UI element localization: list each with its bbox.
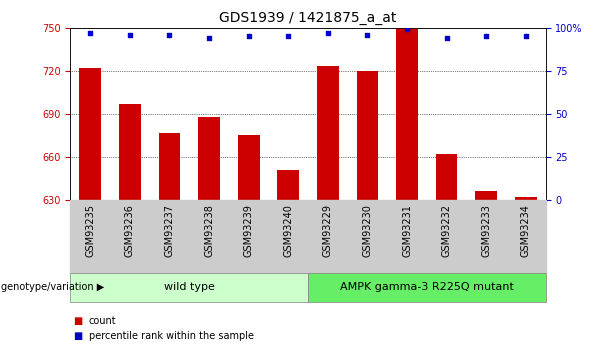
Text: ■: ■ [74, 316, 83, 326]
Point [323, 30, 333, 36]
Bar [515, 197, 536, 200]
Text: GSM93232: GSM93232 [441, 204, 452, 257]
Bar [119, 104, 141, 200]
Text: GSM93234: GSM93234 [521, 204, 531, 257]
Text: GSM93240: GSM93240 [283, 204, 293, 257]
Text: AMPK gamma-3 R225Q mutant: AMPK gamma-3 R225Q mutant [340, 282, 514, 292]
Point [244, 33, 254, 39]
Text: genotype/variation ▶: genotype/variation ▶ [1, 282, 104, 292]
Text: GSM93236: GSM93236 [125, 204, 135, 257]
Bar [436, 154, 457, 200]
Text: GSM93238: GSM93238 [204, 204, 214, 257]
Point [125, 32, 135, 37]
Title: GDS1939 / 1421875_a_at: GDS1939 / 1421875_a_at [219, 11, 397, 25]
Bar [277, 170, 299, 200]
Bar [357, 71, 378, 200]
Text: GSM93233: GSM93233 [481, 204, 491, 257]
Point [164, 32, 174, 37]
Point [402, 27, 412, 32]
Point [204, 35, 214, 41]
Point [521, 33, 531, 39]
Text: GSM93235: GSM93235 [85, 204, 95, 257]
Point [362, 32, 372, 37]
Bar [396, 28, 418, 200]
Bar [475, 191, 497, 200]
Text: GSM93230: GSM93230 [362, 204, 373, 257]
Bar [317, 66, 339, 200]
Text: GSM93231: GSM93231 [402, 204, 412, 257]
Bar [159, 132, 180, 200]
Bar [238, 136, 259, 200]
Bar [198, 117, 220, 200]
Text: percentile rank within the sample: percentile rank within the sample [89, 332, 254, 341]
Point [85, 30, 95, 36]
Point [481, 33, 491, 39]
Text: count: count [89, 316, 116, 326]
Text: GSM93239: GSM93239 [243, 204, 254, 257]
Text: wild type: wild type [164, 282, 215, 292]
Text: ■: ■ [74, 332, 83, 341]
Text: GSM93229: GSM93229 [323, 204, 333, 257]
Point [283, 33, 293, 39]
Bar [80, 68, 101, 200]
Point [442, 35, 452, 41]
Text: GSM93237: GSM93237 [164, 204, 175, 257]
